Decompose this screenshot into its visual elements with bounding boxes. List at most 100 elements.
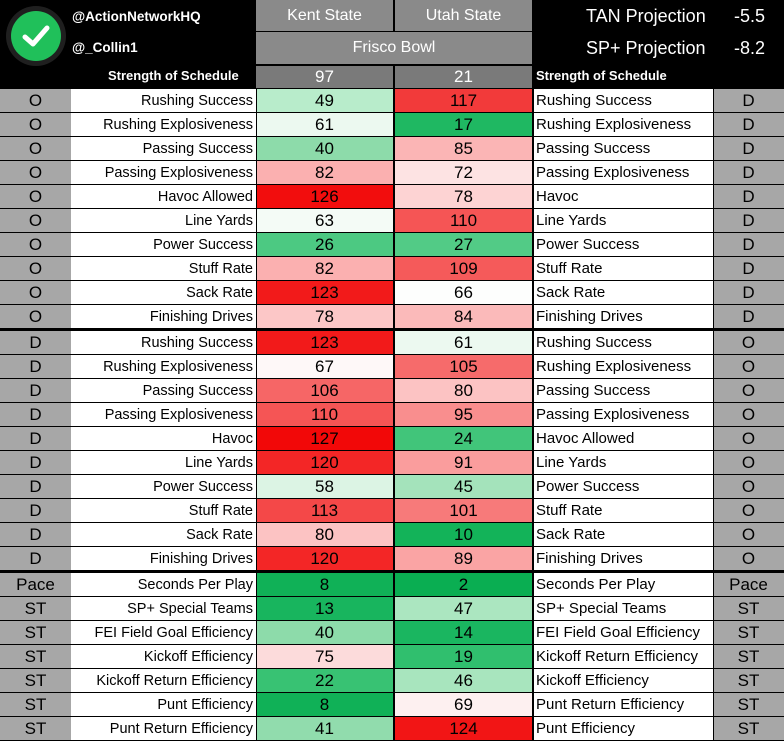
left-side-label: O	[0, 89, 71, 112]
left-metric-name: Kickoff Return Efficiency	[71, 669, 256, 692]
right-metric-name: Punt Return Efficiency	[533, 693, 713, 716]
right-side-label: D	[713, 137, 784, 160]
team-a-value: 120	[256, 547, 393, 570]
right-metric-name: Punt Efficiency	[533, 717, 713, 740]
left-side-label: O	[0, 257, 71, 280]
team-a-value: 22	[256, 669, 393, 692]
table-row: ST SP+ Special Teams 13 47 SP+ Special Teams…	[0, 597, 784, 620]
column-divider	[713, 89, 714, 741]
team-b-value: 10	[395, 523, 532, 546]
team-a-value: 26	[256, 233, 393, 256]
left-side-label: ST	[0, 597, 71, 620]
left-side-label: D	[0, 547, 71, 570]
left-side-label: ST	[0, 621, 71, 644]
right-side-label: O	[713, 427, 784, 450]
left-side-label: D	[0, 523, 71, 546]
team-a-value: 63	[256, 209, 393, 232]
team-b-value: 84	[395, 305, 532, 328]
right-side-label: D	[713, 113, 784, 136]
team-a-value: 58	[256, 475, 393, 498]
team-a-value: 80	[256, 523, 393, 546]
right-metric-name: Sack Rate	[533, 281, 713, 304]
sp-projection-label: SP+ Projection	[586, 38, 706, 58]
right-side-label: O	[713, 451, 784, 474]
tan-projection-value: -5.5	[734, 6, 766, 26]
right-side-label: Pace	[713, 573, 784, 596]
right-metric-name: Passing Success	[533, 137, 713, 160]
team-a-value: 49	[256, 89, 393, 112]
table-row: D Passing Explosiveness 110 95 Passing Explo…	[0, 403, 784, 426]
team-b-value: 61	[395, 331, 532, 354]
left-metric-name: Finishing Drives	[71, 547, 256, 570]
left-side-label: ST	[0, 717, 71, 740]
team-a-value: 61	[256, 113, 393, 136]
table-row: D Finishing Drives 120 89 Finishing Drives O	[0, 547, 784, 570]
table-row: D Sack Rate 80 10 Sack Rate O	[0, 523, 784, 546]
right-metric-name: Passing Success	[533, 379, 713, 402]
team-b-value: 72	[395, 161, 532, 184]
left-metric-name: Rushing Explosiveness	[71, 113, 256, 136]
table-row: ST Kickoff Return Efficiency 22 46 Kickoff E…	[0, 669, 784, 692]
sos-label-left: Strength of Schedule	[108, 68, 239, 83]
right-metric-name: Finishing Drives	[533, 305, 713, 328]
team-b-value: 80	[395, 379, 532, 402]
right-metric-name: Rushing Explosiveness	[533, 113, 713, 136]
right-metric-name: Stuff Rate	[533, 499, 713, 522]
right-side-label: D	[713, 305, 784, 328]
left-side-label: O	[0, 137, 71, 160]
right-metric-name: Power Success	[533, 233, 713, 256]
left-metric-name: Rushing Success	[71, 89, 256, 112]
team-b-value: 47	[395, 597, 532, 620]
table-row: O Rushing Success 49 117 Rushing Success D	[0, 89, 784, 112]
table-row: O Rushing Explosiveness 61 17 Rushing Explos…	[0, 113, 784, 136]
team-a-value: 123	[256, 331, 393, 354]
left-side-label: D	[0, 331, 71, 354]
left-metric-name: Sack Rate	[71, 523, 256, 546]
section-divider	[0, 329, 784, 331]
right-side-label: O	[713, 331, 784, 354]
team-a-value: 8	[256, 693, 393, 716]
team-a-value: 40	[256, 621, 393, 644]
right-metric-name: Line Yards	[533, 451, 713, 474]
left-side-label: D	[0, 379, 71, 402]
right-side-label: D	[713, 185, 784, 208]
team-a-value: 126	[256, 185, 393, 208]
left-side-label: O	[0, 161, 71, 184]
left-side-label: O	[0, 305, 71, 328]
check-circle-icon	[22, 25, 50, 47]
left-metric-name: FEI Field Goal Efficiency	[71, 621, 256, 644]
left-metric-name: Power Success	[71, 233, 256, 256]
left-metric-name: Power Success	[71, 475, 256, 498]
table-row: ST Punt Return Efficiency 41 124 Punt Effici…	[0, 717, 784, 740]
left-side-label: D	[0, 475, 71, 498]
table-row: O Havoc Allowed 126 78 Havoc D	[0, 185, 784, 208]
left-metric-name: SP+ Special Teams	[71, 597, 256, 620]
left-side-label: Pace	[0, 573, 71, 596]
left-side-label: D	[0, 427, 71, 450]
left-metric-name: Seconds Per Play	[71, 573, 256, 596]
left-metric-name: Finishing Drives	[71, 305, 256, 328]
team-a-value: 127	[256, 427, 393, 450]
team-b-value: 27	[395, 233, 532, 256]
team-a-value: 82	[256, 161, 393, 184]
left-side-label: O	[0, 281, 71, 304]
team-b-value: 46	[395, 669, 532, 692]
table-row: D Havoc 127 24 Havoc Allowed O	[0, 427, 784, 450]
left-side-label: O	[0, 209, 71, 232]
table-row: O Power Success 26 27 Power Success D	[0, 233, 784, 256]
sos-team-a: 97	[256, 66, 393, 88]
team-b-value: 24	[395, 427, 532, 450]
team-a-value: 120	[256, 451, 393, 474]
column-divider	[533, 89, 534, 741]
right-metric-name: Passing Explosiveness	[533, 403, 713, 426]
right-metric-name: Seconds Per Play	[533, 573, 713, 596]
table-row: Pace Seconds Per Play 8 2 Seconds Per Play Pa…	[0, 573, 784, 596]
team-b-value: 91	[395, 451, 532, 474]
team-b-value: 110	[395, 209, 532, 232]
handle-action-network: @ActionNetworkHQ	[72, 9, 201, 24]
left-metric-name: Rushing Success	[71, 331, 256, 354]
right-metric-name: Rushing Success	[533, 89, 713, 112]
left-side-label: O	[0, 113, 71, 136]
section-divider	[0, 571, 784, 573]
team-b-value: 45	[395, 475, 532, 498]
